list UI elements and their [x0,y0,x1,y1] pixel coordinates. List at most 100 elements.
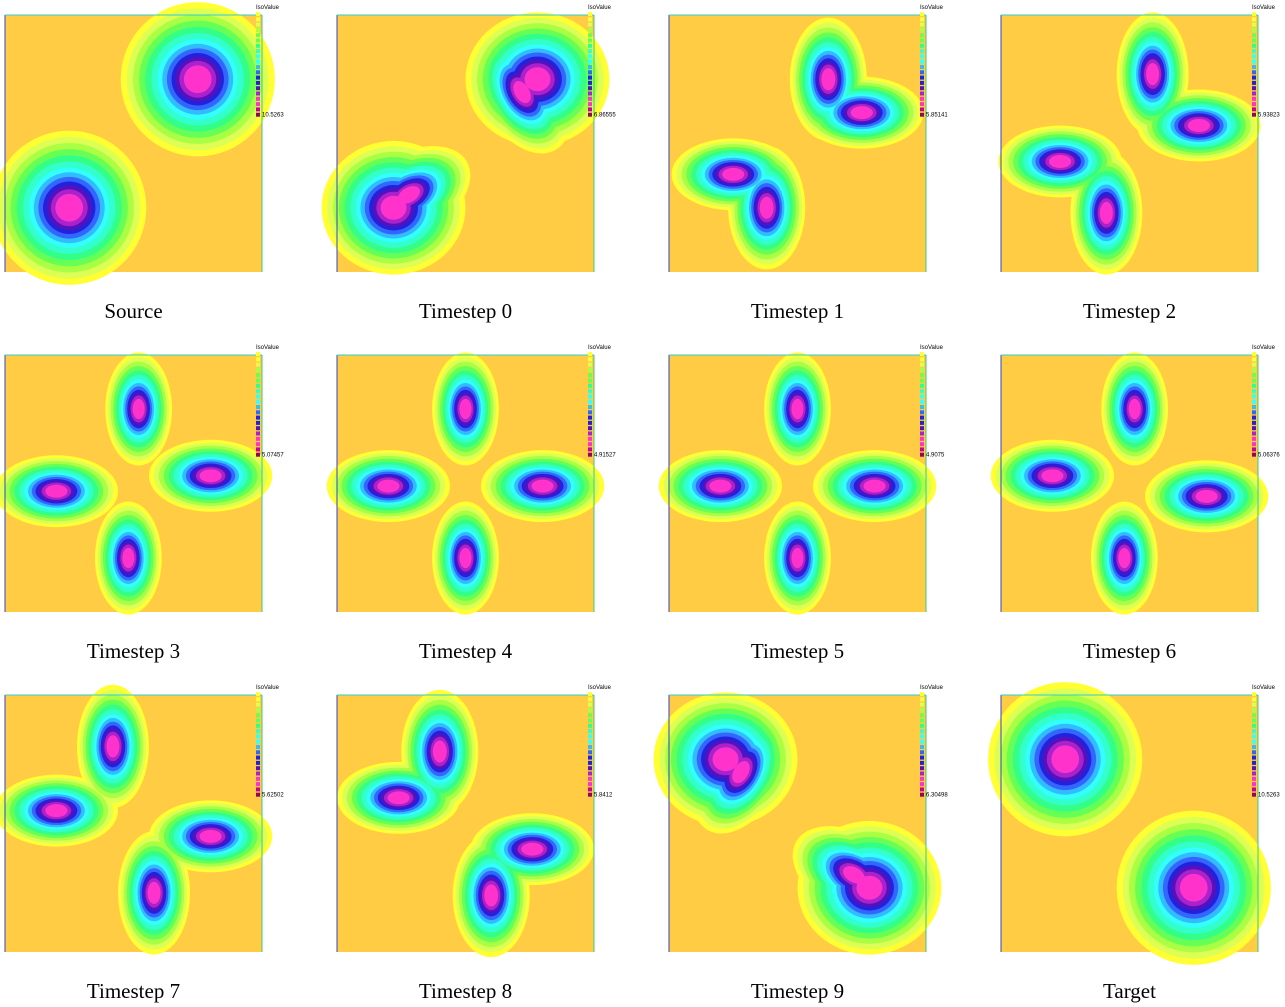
caption: Target [1103,979,1156,1003]
contour [199,829,222,843]
contour [106,735,120,758]
legend-swatch [256,734,260,739]
legend-swatch [256,383,260,388]
contour [45,804,68,818]
legend-swatch [1252,54,1256,59]
legend-swatch [1252,729,1256,734]
contour [521,842,544,856]
legend-swatch [920,739,924,744]
legend-title: IsoValue [256,685,280,691]
legend-swatch [1252,102,1256,107]
legend-title: IsoValue [588,345,612,351]
contour [821,68,836,91]
panel: IsoValue 5.8412 Timestep 8 [336,685,613,1003]
panel: IsoValue 5.62502 Timestep 7 [0,684,284,1003]
legend-swatch [588,357,592,362]
legend-swatch [1252,766,1256,771]
contour [1051,745,1080,774]
legend-swatch [920,70,924,75]
legend-swatch [920,447,924,452]
legend-swatch [588,426,592,431]
legend-swatch [920,707,924,712]
legend-label: 5.93823 [1258,113,1280,119]
legend-swatch [256,723,260,728]
legend-title: IsoValue [256,345,280,351]
legend-swatch [1252,362,1256,367]
legend-swatch [256,410,260,415]
legend-title: IsoValue [588,5,612,11]
legend-swatch [1252,378,1256,383]
legend-swatch [588,399,592,404]
legend-swatch [588,750,592,755]
legend-swatch [588,373,592,378]
legend-swatch [588,59,592,64]
legend-swatch [256,718,260,723]
legend-swatch [256,426,260,431]
legend-swatch [1252,357,1256,362]
legend-swatch [920,75,924,80]
legend-swatch [1252,352,1256,356]
legend-swatch [588,389,592,394]
contour [183,65,212,94]
panel: IsoValue 5.06376 Timestep 6 [990,345,1280,663]
legend-swatch [256,755,260,760]
legend-swatch [920,771,924,776]
legend-swatch [256,447,260,452]
legend-title: IsoValue [1252,5,1276,11]
legend-swatch [588,739,592,744]
legend-swatch [588,782,592,787]
contour [709,479,732,493]
legend-swatch [1252,373,1256,378]
legend-swatch [1252,755,1256,760]
legend-swatch [1252,38,1256,43]
legend-swatch [1252,75,1256,80]
legend-swatch [920,80,924,85]
legend-swatch [920,362,924,367]
legend-swatch [1252,389,1256,394]
legend-swatch [588,75,592,80]
legend-swatch [256,431,260,436]
legend-swatch [588,86,592,91]
legend-swatch [588,107,592,112]
legend-swatch [588,38,592,43]
legend-swatch [920,452,924,457]
legend-swatch [920,49,924,54]
legend-swatch [1252,692,1256,696]
legend-swatch [1252,22,1256,27]
legend-swatch [920,107,924,112]
legend-swatch [920,697,924,702]
contour [513,81,531,104]
panel: IsoValue 4.91527 Timestep 4 [326,345,616,663]
legend-swatch [256,70,260,75]
legend-swatch [588,792,592,797]
legend-swatch [1252,787,1256,792]
legend-swatch [920,745,924,749]
legend-label: 5.8412 [594,793,613,799]
contour [132,398,145,420]
contour [850,106,873,120]
legend-swatch [920,405,924,409]
legend-swatch [920,86,924,91]
legend-swatch [588,405,592,409]
legend-swatch [256,713,260,718]
legend-swatch [256,12,260,16]
caption: Timestep 3 [87,639,180,663]
legend-swatch [920,389,924,394]
legend-swatch [256,771,260,776]
legend-swatch [256,17,260,22]
legend-swatch [256,420,260,425]
legend-swatch [256,415,260,420]
caption: Timestep 2 [1083,299,1176,323]
legend-swatch [588,383,592,388]
legend-swatch [920,426,924,431]
legend-label: 4.9075 [926,453,945,459]
legend-swatch [256,362,260,367]
contour [759,196,774,219]
legend-swatch [256,65,260,69]
legend-swatch [1252,91,1256,96]
legend-swatch [588,442,592,447]
legend-swatch [588,734,592,739]
legend-swatch [588,17,592,22]
legend-swatch [256,442,260,447]
legend-swatch [920,27,924,32]
